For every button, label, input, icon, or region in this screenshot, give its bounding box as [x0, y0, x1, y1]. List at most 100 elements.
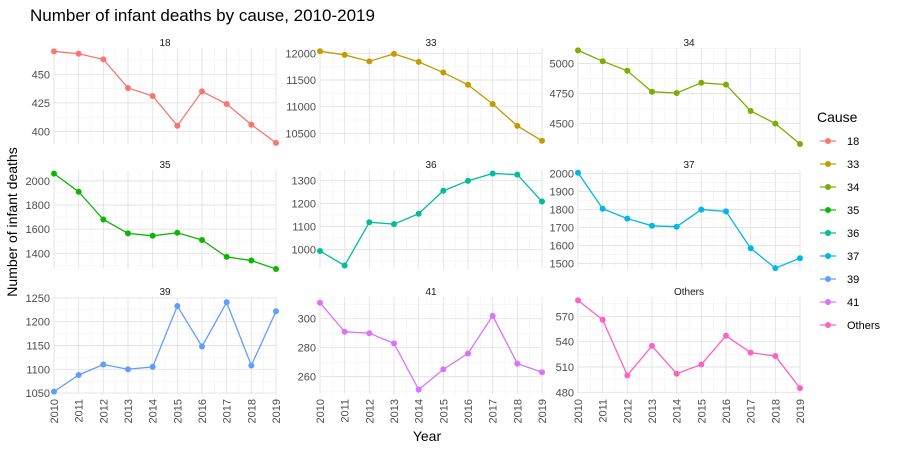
facet-panel-35: 1400 1600 1800 2000 35 — [26, 160, 279, 272]
y-tick-label: 260 — [298, 372, 316, 384]
data-point — [649, 222, 655, 229]
facet-strip-label: 34 — [683, 38, 695, 49]
legend-key-point — [825, 207, 831, 213]
y-tick-label: 1800 — [26, 200, 50, 212]
legend-label: 33 — [847, 159, 859, 171]
data-point — [772, 120, 779, 127]
data-point — [465, 350, 471, 357]
y-tick-label: 1300 — [292, 175, 316, 187]
x-tick-label: 2010 — [49, 399, 61, 423]
data-point — [440, 366, 447, 373]
y-tick-label: 1200 — [26, 317, 50, 329]
legend-key-point — [825, 161, 831, 167]
data-point — [341, 51, 348, 58]
data-point — [391, 221, 397, 228]
y-tick-label: 1900 — [550, 187, 574, 199]
y-tick-label: 1150 — [26, 341, 50, 353]
x-tick-label: 2017 — [488, 399, 500, 423]
y-tick-label: 2000 — [26, 176, 50, 188]
data-point — [51, 48, 57, 55]
data-point — [223, 101, 230, 107]
y-tick-label: 280 — [298, 343, 316, 355]
data-point — [125, 85, 131, 91]
x-tick-label: 2019 — [537, 399, 549, 423]
y-tick-label: 1200 — [292, 198, 316, 210]
data-point — [624, 215, 631, 222]
data-point — [125, 230, 131, 237]
data-point — [797, 255, 803, 262]
data-point — [723, 208, 729, 215]
series-line-37 — [577, 172, 801, 269]
data-point — [248, 257, 255, 264]
data-point — [149, 363, 156, 370]
data-point — [223, 299, 230, 306]
legend-label: 41 — [847, 297, 859, 309]
y-tick-label: 400 — [32, 126, 50, 138]
data-point — [489, 170, 496, 177]
series-line-41 — [319, 302, 543, 391]
x-tick-label: 2011 — [598, 399, 610, 423]
data-point — [149, 232, 156, 239]
y-tick-label: 1050 — [26, 388, 50, 400]
data-point — [317, 299, 323, 306]
data-point — [539, 369, 545, 376]
data-point — [514, 171, 521, 178]
facet-strip-label: 33 — [425, 38, 437, 49]
x-tick-label: 2013 — [123, 399, 135, 423]
data-point — [575, 47, 581, 54]
x-tick-label: 2018 — [770, 399, 782, 423]
y-tick-label: 11000 — [286, 102, 316, 114]
x-tick-label: 2015 — [696, 399, 708, 423]
facet-panel-36: 1000 1100 1200 1300 36 — [292, 160, 545, 269]
data-point — [747, 108, 754, 114]
y-tick-label: 450 — [32, 69, 50, 81]
data-point — [440, 69, 447, 76]
data-point — [415, 58, 422, 65]
x-tick-label: 2019 — [271, 399, 283, 423]
facet-panel-37: 1500 1600 1700 1800 1900 2000 37 — [550, 160, 803, 272]
data-point — [341, 328, 348, 335]
x-tick-label: 2014 — [148, 399, 160, 423]
data-point — [248, 121, 255, 128]
data-point — [698, 206, 705, 213]
data-point — [698, 361, 705, 368]
y-tick-label: 1100 — [292, 221, 316, 233]
data-point — [599, 58, 606, 65]
facet-panel-34: 4500 4750 5000 34 — [550, 38, 803, 147]
x-tick-label: 2011 — [340, 399, 352, 423]
x-tick-label: 2018 — [246, 399, 258, 423]
y-tick-label: 1400 — [26, 248, 50, 260]
data-point — [100, 216, 107, 223]
legend-title: Cause — [817, 109, 858, 125]
data-point — [51, 388, 57, 395]
series-line-34 — [577, 49, 801, 145]
data-point — [391, 50, 397, 57]
data-point — [514, 360, 521, 367]
data-point — [415, 386, 422, 393]
x-tick-label: 2018 — [512, 399, 524, 423]
data-point — [75, 50, 82, 57]
data-point — [51, 170, 57, 177]
facet-panel-others: 480 510 540 570 Others 2010 2011 2012 2013 2014 20… — [556, 287, 807, 423]
chart-title: Number of infant deaths by cause, 2010-2… — [30, 6, 375, 25]
x-tick-label: 2015 — [438, 399, 450, 423]
series-line-33 — [319, 50, 543, 142]
data-point — [465, 81, 471, 88]
x-tick-label: 2014 — [414, 399, 426, 423]
y-tick-label: 4750 — [550, 89, 574, 101]
y-tick-label: 2000 — [550, 169, 574, 181]
data-point — [539, 198, 545, 205]
x-tick-label: 2016 — [721, 399, 733, 423]
x-tick-label: 2011 — [74, 399, 86, 423]
y-tick-label: 1500 — [550, 259, 574, 271]
y-tick-label: 480 — [556, 387, 574, 399]
facet-strip-label: 36 — [425, 160, 437, 171]
data-point — [489, 101, 496, 107]
facet-strip-label: 35 — [159, 160, 171, 171]
y-tick-label: 11500 — [286, 75, 316, 87]
y-tick-label: 1700 — [550, 223, 574, 235]
data-point — [341, 262, 348, 269]
data-point — [100, 361, 107, 368]
y-tick-label: 300 — [298, 314, 316, 326]
